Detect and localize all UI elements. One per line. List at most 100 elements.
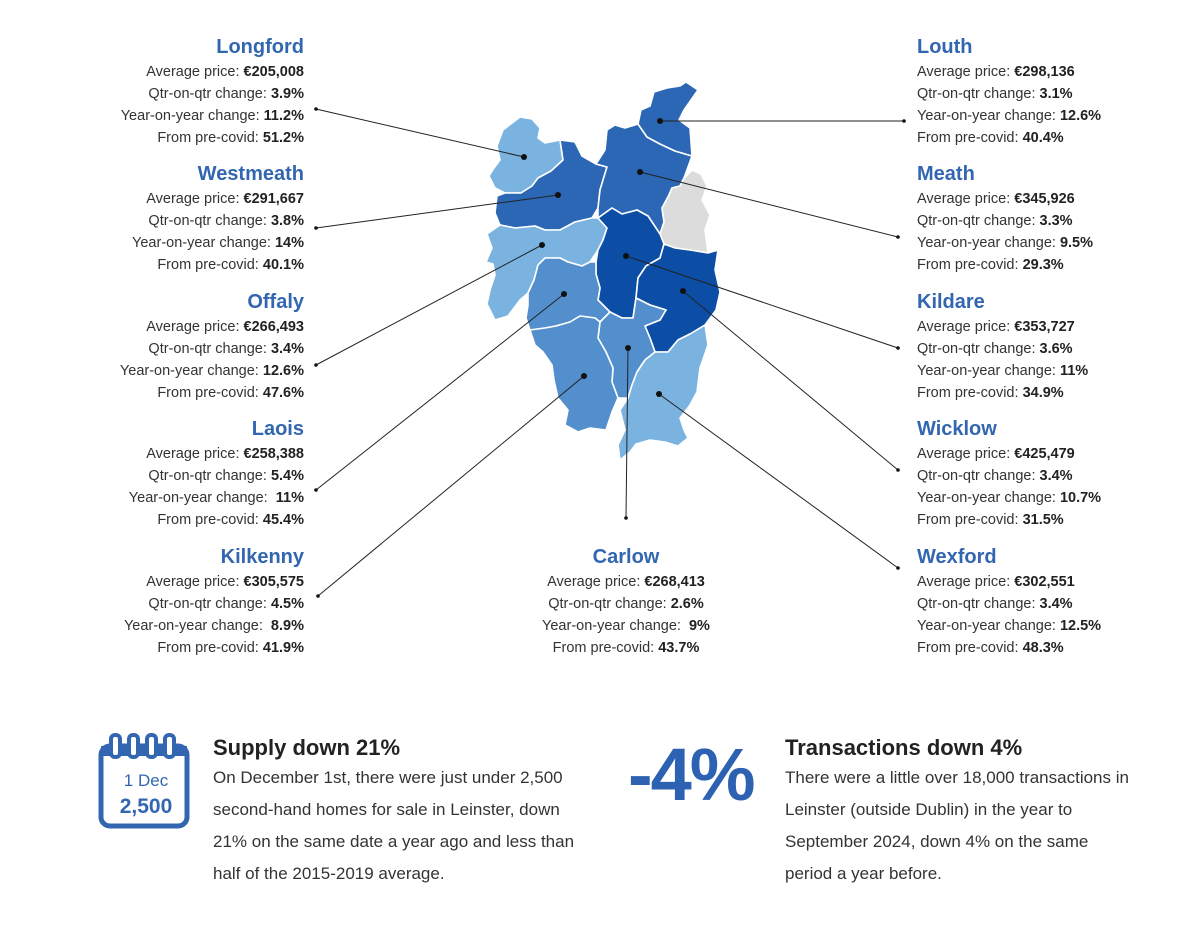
county-name: Louth	[917, 36, 973, 58]
leader-line-wicklow	[682, 290, 899, 471]
stat-average-price: Average price: €353,727	[917, 319, 1075, 335]
calendar-value: 2,500	[120, 795, 173, 818]
stat-pre-covid: From pre-covid: 45.4%	[157, 512, 304, 528]
stat-pre-covid: From pre-covid: 43.7%	[552, 640, 700, 656]
leader-end-kilkenny	[316, 594, 320, 598]
stat-yoy-change: Year-on-year change: 10.7%	[917, 490, 1102, 506]
stat-qtr-change: Qtr-on-qtr change: 3.9%	[148, 86, 304, 102]
stat-pre-covid: From pre-covid: 31.5%	[917, 512, 1064, 528]
county-name: Westmeath	[197, 163, 304, 185]
county-card-louth: Louth Average price: €298,136 Qtr-on-qtr…	[917, 35, 1177, 149]
county-shape-louth[interactable]	[637, 81, 699, 157]
leader-dots	[314, 107, 906, 598]
stat-average-price: Average price: €305,575	[146, 574, 304, 590]
stat-yoy-change: Year-on-year change: 9.5%	[917, 235, 1094, 251]
county-card-offaly: Offaly Average price: €266,493 Qtr-on-qt…	[44, 290, 304, 404]
county-name: Carlow	[592, 546, 660, 568]
stat-average-price: Average price: €345,926	[917, 191, 1075, 207]
leader-dot-westmeath	[555, 192, 561, 198]
transactions-text: There were a little over 18,000 transact…	[785, 768, 1129, 883]
leader-line-laois	[315, 293, 565, 491]
transactions-big-percent: -4%	[628, 733, 756, 816]
leader-line-wexford	[658, 393, 899, 569]
stat-average-price: Average price: €205,008	[146, 64, 304, 80]
county-card-laois: Laois Average price: €258,388 Qtr-on-qtr…	[44, 417, 304, 531]
county-name: Wexford	[917, 546, 997, 568]
stat-qtr-change: Qtr-on-qtr change: 3.8%	[148, 213, 304, 229]
county-shape-wexford[interactable]	[617, 324, 709, 461]
stat-average-price: Average price: €291,667	[146, 191, 304, 207]
leader-line-kildare	[625, 255, 899, 349]
stat-qtr-change: Qtr-on-qtr change: 3.6%	[917, 341, 1073, 357]
county-name: Offaly	[247, 291, 304, 313]
leader-dot-louth	[657, 118, 663, 124]
leader-dot-kildare	[623, 253, 629, 259]
leader-end-westmeath	[314, 226, 318, 230]
county-card-kildare: Kildare Average price: €353,727 Qtr-on-q…	[917, 290, 1177, 404]
leader-end-offaly	[314, 363, 318, 367]
county-name: Kildare	[917, 291, 985, 313]
leader-dot-offaly	[539, 242, 545, 248]
stat-yoy-change: Year-on-year change: 14%	[132, 235, 304, 251]
stat-yoy-change: Year-on-year change: 11%	[917, 363, 1089, 379]
county-name: Laois	[251, 418, 304, 440]
county-card-carlow: Carlow Average price: €268,413 Qtr-on-qt…	[496, 545, 756, 659]
transactions-info: Transactions down 4% There were a little…	[785, 734, 1135, 890]
stat-qtr-change: Qtr-on-qtr change: 2.6%	[548, 596, 704, 612]
leader-dot-meath	[637, 169, 643, 175]
stat-average-price: Average price: €258,388	[146, 446, 304, 462]
stat-average-price: Average price: €302,551	[917, 574, 1075, 590]
county-name: Meath	[917, 163, 975, 185]
leader-lines	[315, 108, 904, 597]
leader-dot-wicklow	[680, 288, 686, 294]
county-name: Longford	[216, 36, 304, 58]
stat-pre-covid: From pre-covid: 40.1%	[157, 257, 304, 273]
leader-end-wexford	[896, 566, 900, 570]
leader-dot-longford	[521, 154, 527, 160]
stat-yoy-change: Year-on-year change: 12.6%	[917, 108, 1102, 124]
stat-yoy-change: Year-on-year change: 12.5%	[917, 618, 1102, 634]
leader-end-kildare	[896, 346, 900, 350]
county-shape-kilkenny[interactable]	[529, 315, 619, 433]
leader-end-longford	[314, 107, 318, 111]
leader-end-louth	[902, 119, 906, 123]
leader-line-longford	[315, 108, 525, 158]
county-card-wicklow: Wicklow Average price: €425,479 Qtr-on-q…	[917, 417, 1177, 531]
leader-end-carlow	[624, 516, 628, 520]
calendar-icon: 1 Dec 2,500	[98, 733, 190, 829]
stat-qtr-change: Qtr-on-qtr change: 3.4%	[148, 341, 304, 357]
stat-yoy-change: Year-on-year change: 11.2%	[120, 108, 304, 124]
supply-title: Supply down 21%	[213, 735, 401, 760]
supply-text: On December 1st, there were just under 2…	[213, 768, 575, 883]
leader-end-meath	[896, 235, 900, 239]
calendar-day: 1 Dec	[124, 771, 169, 790]
county-shapes	[485, 81, 721, 461]
leader-end-wicklow	[896, 468, 900, 472]
county-card-longford: Longford Average price: €205,008 Qtr-on-…	[44, 35, 304, 149]
stat-average-price: Average price: €425,479	[917, 446, 1075, 462]
leader-line-kilkenny	[317, 375, 585, 597]
stat-yoy-change: Year-on-year change: 9%	[542, 618, 710, 634]
county-name: Wicklow	[917, 418, 997, 440]
leader-line-westmeath	[315, 194, 559, 229]
leader-dot-wexford	[656, 391, 662, 397]
stat-yoy-change: Year-on-year change: 12.6%	[119, 363, 304, 379]
stat-qtr-change: Qtr-on-qtr change: 3.4%	[917, 468, 1073, 484]
county-name: Kilkenny	[220, 546, 304, 568]
stat-pre-covid: From pre-covid: 48.3%	[917, 640, 1064, 656]
stat-pre-covid: From pre-covid: 47.6%	[157, 385, 304, 401]
stat-qtr-change: Qtr-on-qtr change: 3.4%	[917, 596, 1073, 612]
stat-pre-covid: From pre-covid: 34.9%	[917, 385, 1064, 401]
stat-pre-covid: From pre-covid: 40.4%	[917, 130, 1064, 146]
stat-yoy-change: Year-on-year change: 8.9%	[123, 618, 304, 634]
leader-end-laois	[314, 488, 318, 492]
leader-dot-kilkenny	[581, 373, 587, 379]
leader-line-offaly	[315, 244, 543, 366]
transactions-title: Transactions down 4%	[785, 735, 1023, 760]
county-card-meath: Meath Average price: €345,926 Qtr-on-qtr…	[917, 162, 1177, 276]
stat-yoy-change: Year-on-year change: 11%	[128, 490, 304, 506]
county-card-wexford: Wexford Average price: €302,551 Qtr-on-q…	[917, 545, 1177, 659]
stat-qtr-change: Qtr-on-qtr change: 3.1%	[917, 86, 1073, 102]
